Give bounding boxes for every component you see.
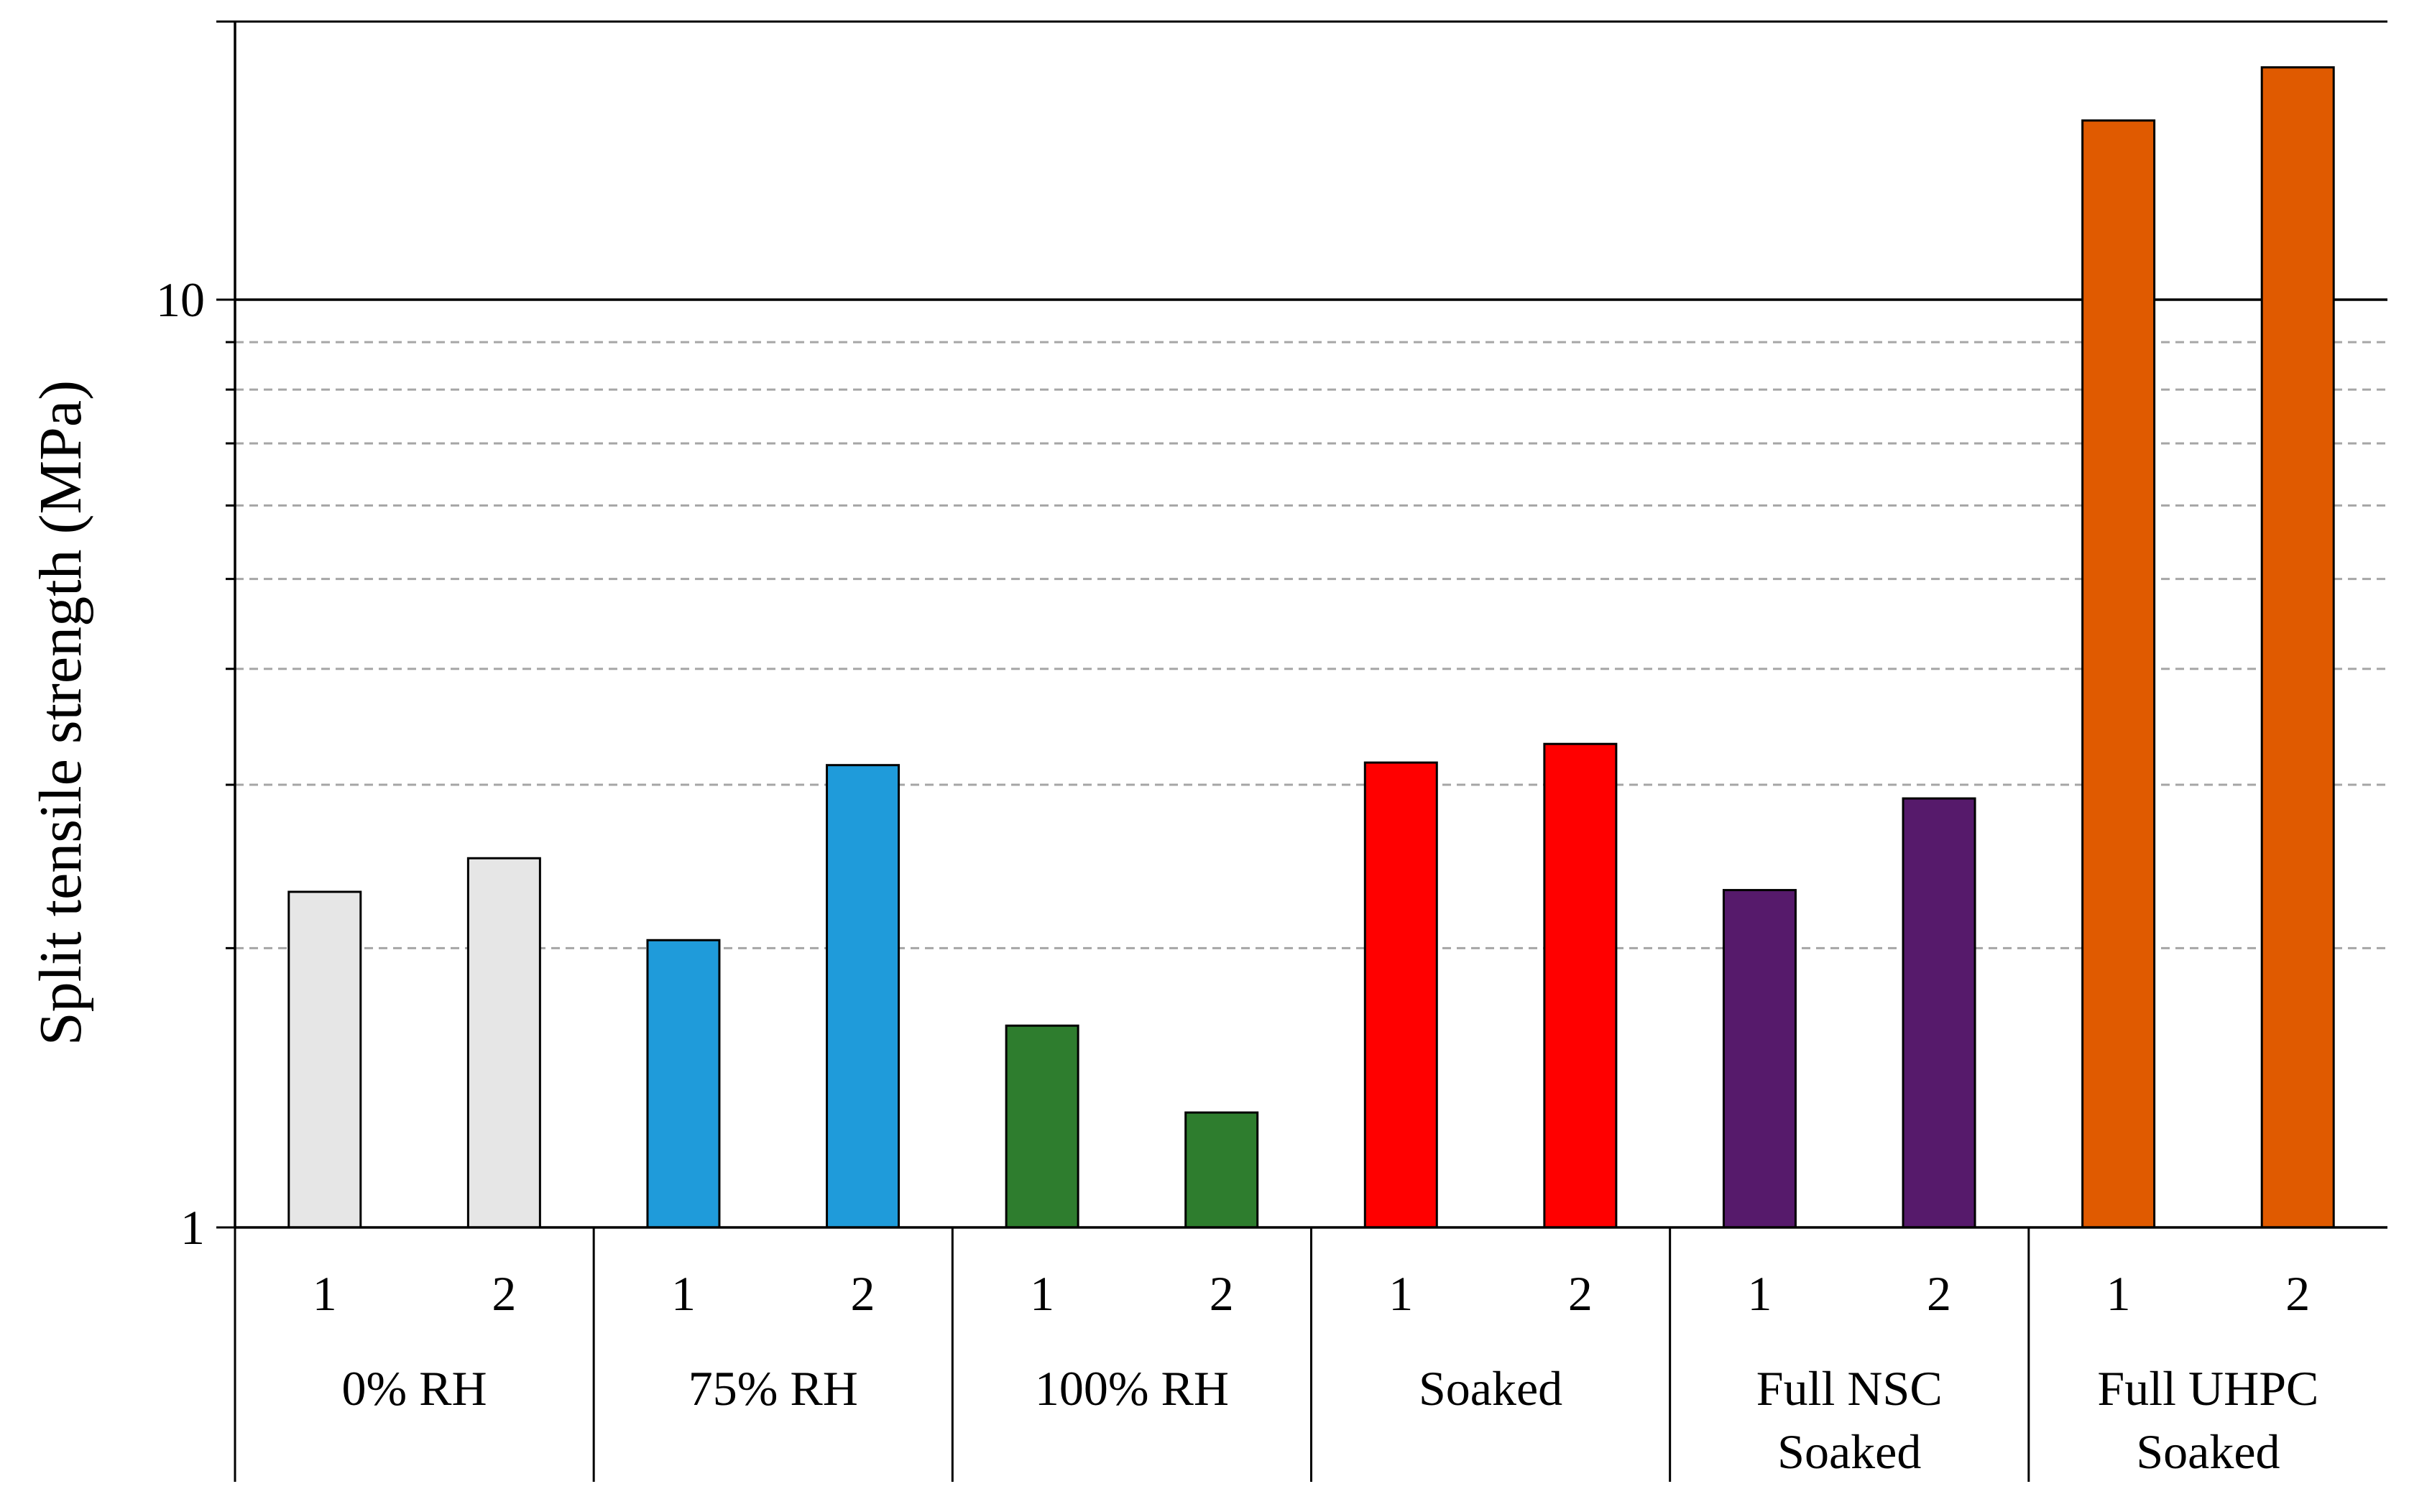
bar (1902, 797, 1976, 1229)
bar (826, 764, 901, 1229)
bar (1722, 889, 1797, 1229)
bar-category-label: 2 (851, 1266, 875, 1321)
bar-category-label: 1 (2106, 1266, 2131, 1321)
bar-category-label: 2 (2285, 1266, 2310, 1321)
bar-category-label: 2 (1568, 1266, 1593, 1321)
group-label: Full UHPC (2097, 1361, 2318, 1416)
bar (1005, 1024, 1079, 1229)
bar (1184, 1111, 1259, 1229)
bar-category-label: 1 (1388, 1266, 1413, 1321)
bar-category-label: 1 (313, 1266, 337, 1321)
bar (287, 890, 362, 1229)
bar-category-label: 1 (1747, 1266, 1772, 1321)
group-label: Full NSC (1756, 1361, 1943, 1416)
bars-layer (287, 66, 2335, 1229)
group-label: 0% RH (342, 1361, 487, 1416)
bar (2260, 66, 2335, 1229)
y-tick-label: 10 (156, 272, 205, 327)
bar-category-label: 2 (492, 1266, 516, 1321)
bar (2081, 119, 2156, 1229)
bar (646, 939, 721, 1229)
grid-layer (235, 298, 2387, 949)
bar (466, 857, 541, 1229)
bar-category-label: 1 (671, 1266, 696, 1321)
y-axis-title: Split tensile strength (MPa) (27, 380, 94, 1046)
bar-category-label: 1 (1030, 1266, 1054, 1321)
bar (1363, 761, 1438, 1229)
bar-category-label: 2 (1210, 1266, 1234, 1321)
y-tick-label: 1 (180, 1200, 205, 1255)
group-label: Soaked (1419, 1361, 1562, 1416)
group-label: Soaked (1777, 1424, 1921, 1479)
group-label: 100% RH (1035, 1361, 1229, 1416)
group-label: Soaked (2136, 1424, 2280, 1479)
axes-layer (216, 20, 2387, 1482)
bar (1543, 742, 1618, 1229)
bar-category-label: 2 (1927, 1266, 1951, 1321)
group-label: 75% RH (688, 1361, 858, 1416)
